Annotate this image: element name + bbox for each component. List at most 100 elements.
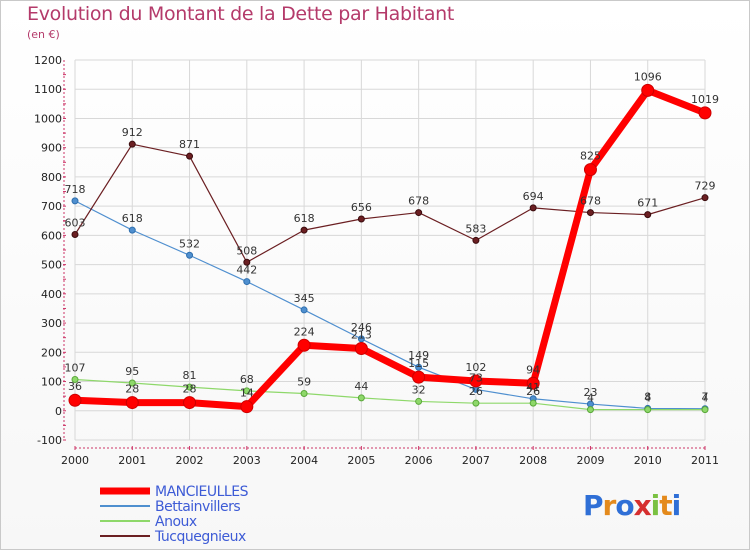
data-label: 28	[183, 383, 197, 396]
data-label: 603	[65, 217, 86, 230]
data-label: 678	[408, 195, 429, 208]
data-label: 532	[179, 237, 200, 250]
data-label: 442	[236, 264, 257, 277]
legend-label: MANCIEULLES	[155, 484, 249, 500]
y-tick-label: 200	[41, 346, 62, 359]
data-point	[357, 394, 365, 402]
y-tick-label: 0	[55, 405, 62, 418]
x-tick-label: 2004	[290, 454, 318, 467]
data-label: 68	[240, 373, 254, 386]
y-tick-label: 900	[41, 142, 62, 155]
data-point	[128, 226, 136, 234]
logo-letter: r	[602, 489, 617, 522]
data-point	[415, 363, 423, 371]
data-label: 718	[65, 183, 86, 196]
data-point	[71, 197, 79, 205]
data-label: 4	[702, 392, 709, 405]
logo-letter: i	[671, 489, 682, 522]
data-point	[186, 152, 194, 160]
y-tick-label: 700	[41, 200, 62, 213]
x-tick-label: 2011	[691, 454, 719, 467]
data-label: 729	[695, 180, 716, 193]
data-label: 671	[637, 197, 658, 210]
data-label: 23	[583, 386, 597, 399]
data-point	[644, 211, 652, 219]
data-label: 107	[65, 361, 86, 374]
data-point	[243, 258, 251, 266]
chart-title: Evolution du Montant de la Dette par Hab…	[27, 3, 455, 25]
data-label: 94	[526, 363, 540, 376]
data-label: 26	[469, 385, 483, 398]
data-label: 32	[412, 383, 426, 396]
data-label: 678	[580, 195, 601, 208]
data-point	[240, 400, 254, 414]
data-label: 95	[125, 365, 139, 378]
data-label: 102	[465, 361, 486, 374]
x-tick-label: 2006	[405, 454, 433, 467]
data-point	[472, 236, 480, 244]
data-point	[243, 387, 251, 395]
y-tick-label: 1100	[34, 83, 62, 96]
y-tick-label: 1200	[34, 54, 62, 67]
series-line-anoux	[74, 378, 706, 411]
x-tick-label: 2005	[347, 454, 375, 467]
data-label: 4	[644, 392, 651, 405]
y-tick-label: 1000	[34, 112, 62, 125]
data-point	[469, 374, 483, 388]
x-tick-label: 2003	[233, 454, 261, 467]
data-label: 825	[580, 150, 601, 163]
x-tick-label: 2010	[634, 454, 662, 467]
data-point	[357, 215, 365, 223]
y-axis: -100 0 100 200 300 400 500 600 700 800 900 1000 1100…	[34, 54, 66, 447]
data-point	[412, 370, 426, 384]
x-tick-label: 2007	[462, 454, 490, 467]
legend-label: Tucquegnieux	[154, 529, 246, 545]
series-line-tucquegnieux	[74, 143, 706, 263]
data-point	[186, 383, 194, 391]
data-point	[586, 209, 594, 217]
data-point	[300, 226, 308, 234]
data-label: 26	[526, 385, 540, 398]
data-label: 1096	[634, 70, 662, 83]
data-point	[186, 251, 194, 259]
data-label: 213	[351, 329, 372, 342]
legend-label: Anoux	[155, 514, 197, 530]
data-point	[472, 399, 480, 407]
data-label: 59	[297, 376, 311, 389]
data-point	[641, 83, 655, 97]
data-label: 656	[351, 201, 372, 214]
legend-label: Bettainvillers	[155, 499, 240, 515]
y-tick-label: 100	[41, 376, 62, 389]
data-label: 583	[465, 222, 486, 235]
y-tick-label: 500	[41, 259, 62, 272]
data-labels: 36 28 28 14 224 213 115 102 94 825 1096 1019 718 618 5…	[65, 70, 720, 404]
data-label: 81	[183, 369, 197, 382]
data-point	[415, 209, 423, 217]
data-point	[529, 204, 537, 212]
data-point	[71, 231, 79, 239]
data-point	[701, 406, 709, 414]
data-label: 618	[122, 212, 143, 225]
logo-letter: x	[633, 489, 652, 522]
data-point	[128, 379, 136, 387]
data-label: 7	[702, 391, 709, 404]
data-point	[300, 306, 308, 314]
data-point	[529, 399, 537, 407]
data-label: 149	[408, 349, 429, 362]
logo-letter: t	[659, 489, 672, 522]
data-point	[698, 106, 712, 120]
data-label: 246	[351, 321, 372, 334]
data-point	[357, 335, 365, 343]
data-label: 508	[236, 244, 257, 257]
data-label: 41	[526, 381, 540, 394]
x-tick-label: 2001	[118, 454, 146, 467]
data-label: 115	[408, 357, 429, 370]
x-tick-label: 2008	[519, 454, 547, 467]
data-point	[243, 278, 251, 286]
data-label: 36	[68, 380, 82, 393]
data-label: 28	[125, 383, 139, 396]
data-point	[68, 393, 82, 407]
y-tick-label: 600	[41, 229, 62, 242]
data-label: 44	[354, 380, 368, 393]
